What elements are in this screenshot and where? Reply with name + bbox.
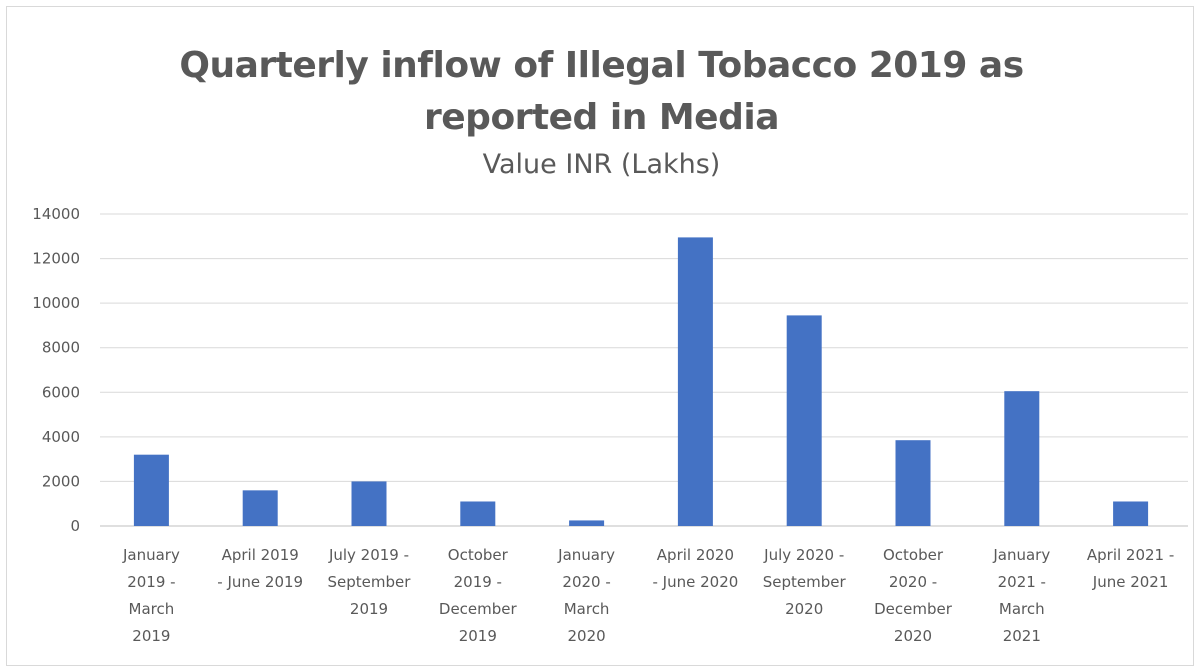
x-tick-label-line: March xyxy=(129,600,175,618)
x-tick-label-line: July 2020 - xyxy=(763,546,844,564)
x-tick-label-line: 2020 - xyxy=(562,573,610,591)
bar xyxy=(677,237,713,526)
y-tick-label: 8000 xyxy=(42,339,80,357)
bar xyxy=(133,454,169,526)
x-tick-label-line: 2019 - xyxy=(454,573,502,591)
x-tick-label: April 2019 - June 2019 xyxy=(217,546,303,591)
y-tick-label: 6000 xyxy=(42,383,80,401)
x-tick-label: January 2021 - March 2021 xyxy=(992,546,1050,645)
x-tick-label-line: 2019 xyxy=(132,627,170,645)
x-tick-label-line: 2020 - xyxy=(889,573,937,591)
bar xyxy=(1004,391,1040,526)
x-tick-label: October 2020 - December 2020 xyxy=(874,546,953,645)
x-tick-label-line: 2019 xyxy=(459,627,497,645)
x-tick-label-line: October xyxy=(883,546,944,564)
x-tick-label: April 2021 - June 2021 xyxy=(1087,546,1174,591)
chart-title-line-1: Quarterly inflow of Illegal Tobacco 2019… xyxy=(179,45,1024,86)
x-tick-label-line: 2020 xyxy=(785,600,823,618)
x-tick-label-line: 2019 - xyxy=(127,573,175,591)
x-tick-label-line: 2021 - xyxy=(998,573,1046,591)
y-tick-label: 2000 xyxy=(42,472,80,490)
bar xyxy=(1113,501,1149,526)
x-tick-label-line: - June 2020 xyxy=(653,573,739,591)
x-tick-label-line: December xyxy=(874,600,953,618)
bar xyxy=(242,490,278,526)
x-tick-label-line: January xyxy=(122,546,180,564)
x-tick-label-line: 2020 xyxy=(568,627,606,645)
chart-subtitle: Value INR (Lakhs) xyxy=(482,149,721,180)
x-tick-label-line: September xyxy=(763,573,847,591)
x-tick-label: January 2020 - March 2020 xyxy=(557,546,615,645)
x-tick-label: July 2020 - September 2020 xyxy=(763,546,847,618)
bar xyxy=(351,481,387,526)
bar xyxy=(460,501,496,526)
x-tick-label: April 2020 - June 2020 xyxy=(653,546,739,591)
bar xyxy=(569,520,605,526)
x-tick-label-line: 2019 xyxy=(350,600,388,618)
x-tick-label-line: January xyxy=(557,546,615,564)
x-tick-label-line: March xyxy=(999,600,1045,618)
x-tick-label-line: January xyxy=(992,546,1050,564)
x-tick-label: October 2019 - December 2019 xyxy=(439,546,518,645)
chart-title: Quarterly inflow of Illegal Tobacco 2019… xyxy=(0,40,1203,144)
x-tick-label-line: 2021 xyxy=(1003,627,1041,645)
x-tick-label: July 2019 - September 2019 xyxy=(328,546,412,618)
x-tick-label-line: April 2021 - xyxy=(1087,546,1174,564)
chart-frame xyxy=(6,6,1194,666)
x-tick-label: January 2019 - March 2019 xyxy=(122,546,180,645)
x-tick-label-line: March xyxy=(564,600,610,618)
x-tick-label-line: October xyxy=(448,546,509,564)
x-tick-label-line: April 2020 xyxy=(657,546,734,564)
y-tick-label: 0 xyxy=(70,517,80,535)
x-tick-label-line: September xyxy=(328,573,412,591)
x-tick-label-line: April 2019 xyxy=(222,546,299,564)
y-tick-label: 14000 xyxy=(32,205,80,223)
x-tick-label-line: July 2019 - xyxy=(328,546,409,564)
y-tick-label: 4000 xyxy=(42,428,80,446)
x-tick-label-line: December xyxy=(439,600,518,618)
x-tick-label-line: - June 2019 xyxy=(217,573,303,591)
y-tick-label: 10000 xyxy=(32,294,80,312)
x-tick-label-line: June 2021 xyxy=(1092,573,1169,591)
bar xyxy=(895,440,931,526)
x-tick-label-line: 2020 xyxy=(894,627,932,645)
chart-title-line-2: reported in Media xyxy=(424,97,780,138)
bar xyxy=(786,315,822,526)
y-tick-label: 12000 xyxy=(32,250,80,268)
